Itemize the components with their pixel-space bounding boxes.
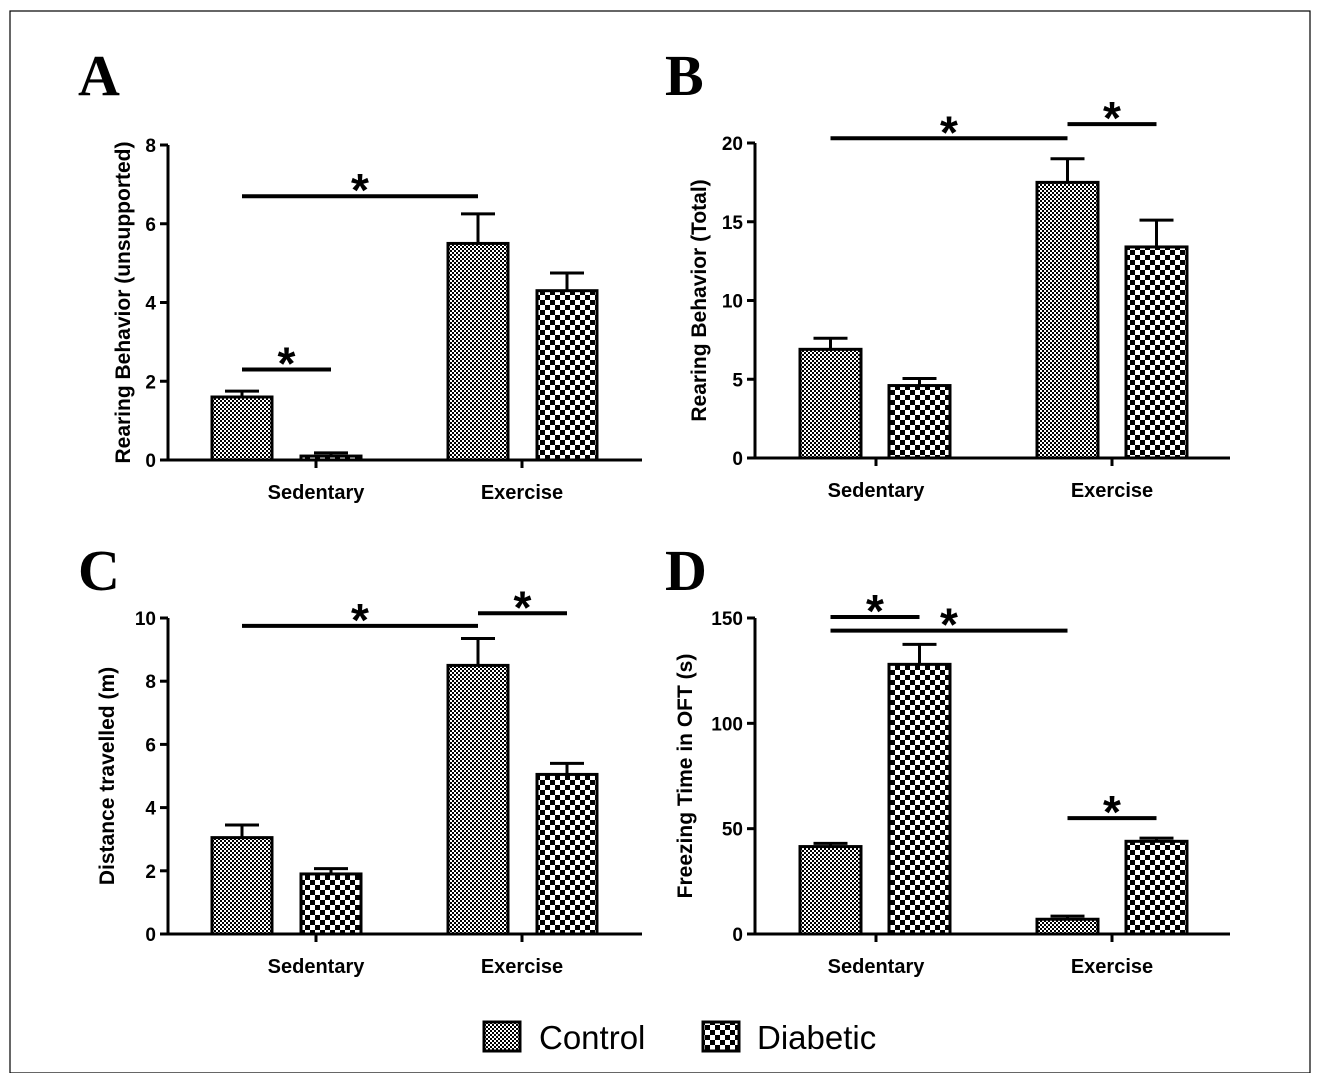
bar-control-exercise <box>1035 917 1100 936</box>
y-tick-label: 100 <box>711 714 743 735</box>
y-tick-label: 6 <box>145 735 156 756</box>
y-tick-label: 4 <box>145 799 156 820</box>
legend-label-control: Control <box>539 1019 645 1056</box>
bar-control-sedentary <box>210 836 274 936</box>
significance-star: * <box>866 585 884 637</box>
y-axis-label: Distance travelled (m) <box>96 667 119 885</box>
legend-swatch-control <box>482 1020 522 1053</box>
significance-star: * <box>1103 786 1121 838</box>
y-tick-label: 10 <box>722 292 743 313</box>
bar-control-sedentary <box>210 395 274 462</box>
y-tick-label: 50 <box>722 820 743 841</box>
bar-diabetic-exercise <box>535 772 599 936</box>
x-category-label: Sedentary <box>268 482 366 504</box>
bar-control-exercise <box>446 663 510 936</box>
y-tick-label: 0 <box>145 925 156 946</box>
bar-diabetic-exercise <box>1124 839 1189 936</box>
x-category-label: Sedentary <box>828 480 926 502</box>
figure-border <box>9 10 1311 1073</box>
y-tick-label: 20 <box>722 134 743 155</box>
y-tick-label: 6 <box>145 215 156 236</box>
x-category-label: Exercise <box>1071 480 1153 502</box>
y-tick-label: 150 <box>711 609 743 630</box>
y-tick-label: 5 <box>732 370 743 391</box>
y-tick-label: 0 <box>732 449 743 470</box>
panel-c: C Distance travelled (m) 0 2 4 6 8 10 Sedentary E… <box>78 538 642 978</box>
legend-label-diabetic: Diabetic <box>757 1019 876 1056</box>
bar-diabetic-exercise <box>535 289 599 462</box>
significance-star: * <box>1103 92 1121 144</box>
bar-control-exercise <box>1035 180 1100 460</box>
bar-control-sedentary <box>798 845 863 936</box>
bar-diabetic-sedentary <box>887 662 952 936</box>
panel-d: D Freezing Time in OFT (s) 0 50 100 150 Sedent… <box>665 538 1230 978</box>
panel-b: B Rearing Behavior (Total) 0 5 10 15 20 Sedenta… <box>665 43 1230 502</box>
bar-diabetic-sedentary <box>887 384 952 460</box>
bar-control-exercise <box>446 241 510 462</box>
significance-star: * <box>514 581 532 633</box>
y-tick-label: 10 <box>135 609 156 630</box>
x-category-label: Sedentary <box>268 956 366 978</box>
y-tick-label: 2 <box>145 372 156 393</box>
y-axis-label: Rearing Behavior (unsupported) <box>112 141 135 463</box>
x-category-label: Exercise <box>481 956 563 978</box>
y-axis-label: Rearing Behavior (Total) <box>688 179 711 421</box>
significance-star: * <box>351 164 369 216</box>
y-tick-label: 2 <box>145 862 156 883</box>
y-axis-label: Freezing Time in OFT (s) <box>674 654 697 899</box>
y-tick-label: 4 <box>145 294 156 315</box>
y-tick-label: 8 <box>145 672 156 693</box>
panel-letter: D <box>665 538 707 603</box>
y-tick-label: 15 <box>722 213 744 234</box>
x-category-label: Exercise <box>481 482 563 504</box>
x-category-label: Exercise <box>1071 956 1153 978</box>
significance-star: * <box>940 599 958 651</box>
bar-diabetic-sedentary <box>299 872 363 936</box>
y-tick-label: 0 <box>145 451 156 472</box>
panel-letter: A <box>78 43 120 108</box>
significance-star: * <box>940 106 958 158</box>
panel-a: A Rearing Behavior (unsupported) 0 2 4 6 8 Sede… <box>78 43 642 504</box>
bar-diabetic-exercise <box>1124 245 1189 460</box>
legend-swatch-diabetic <box>701 1020 741 1053</box>
panel-letter: C <box>78 538 120 603</box>
x-category-label: Sedentary <box>828 956 926 978</box>
significance-star: * <box>351 594 369 646</box>
y-tick-label: 8 <box>145 136 156 157</box>
significance-star: * <box>278 337 296 389</box>
panel-letter: B <box>665 43 704 108</box>
legend: Control Diabetic <box>482 1019 876 1056</box>
y-tick-label: 0 <box>732 925 743 946</box>
bar-control-sedentary <box>798 347 863 460</box>
